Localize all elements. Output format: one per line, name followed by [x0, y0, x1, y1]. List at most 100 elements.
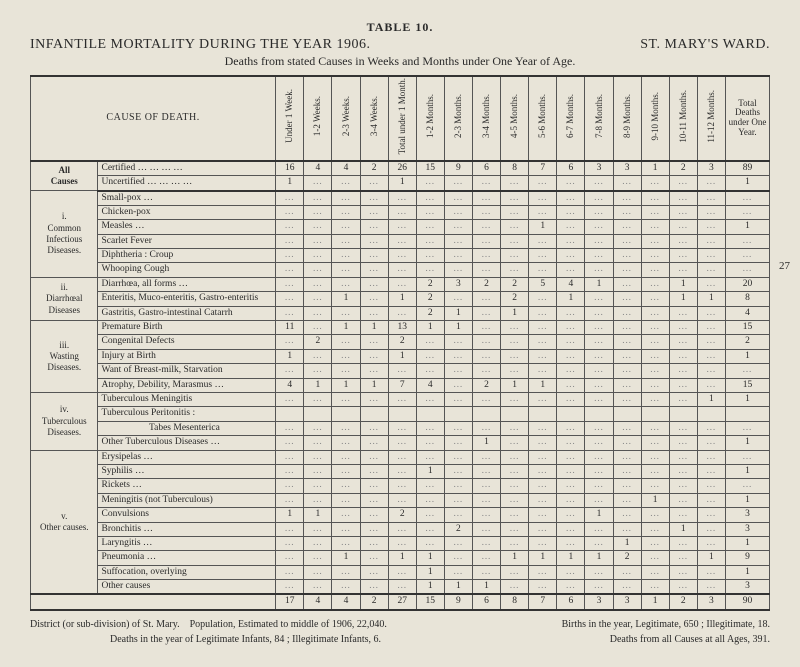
data-cell: … [444, 508, 472, 522]
data-cell: 1 [697, 551, 725, 565]
table-row: Laryngitis …………………………………1………1 [31, 536, 770, 550]
data-cell: 9 [725, 551, 769, 565]
data-cell: 2 [725, 335, 769, 349]
data-cell: 1 [725, 493, 769, 507]
data-cell: … [304, 191, 332, 206]
data-cell: 1 [669, 522, 697, 536]
data-cell: … [613, 436, 641, 450]
data-cell: … [641, 335, 669, 349]
data-cell: … [641, 536, 669, 550]
data-cell: … [501, 580, 529, 595]
data-cell [416, 407, 444, 421]
data-cell: … [501, 565, 529, 579]
data-cell: … [557, 493, 585, 507]
data-cell: … [697, 421, 725, 435]
data-cell: … [332, 479, 360, 493]
data-cell: … [332, 450, 360, 464]
table-row: Suffocation, overlying……………1…………………………1 [31, 565, 770, 579]
data-cell: … [697, 249, 725, 263]
data-cell: … [416, 536, 444, 550]
data-cell: … [641, 450, 669, 464]
data-cell: … [557, 536, 585, 550]
data-cell: … [332, 220, 360, 234]
data-cell: … [304, 522, 332, 536]
data-cell: … [585, 234, 613, 248]
data-cell: … [557, 234, 585, 248]
data-cell: 1 [613, 536, 641, 550]
data-cell: 1 [388, 176, 416, 191]
data-cell: … [501, 220, 529, 234]
data-cell: … [388, 220, 416, 234]
data-cell: 2 [472, 378, 500, 392]
data-cell: … [332, 493, 360, 507]
data-cell: … [332, 536, 360, 550]
data-cell: … [669, 536, 697, 550]
data-cell: … [641, 479, 669, 493]
data-cell: … [276, 220, 304, 234]
data-cell: … [388, 191, 416, 206]
data-cell: 1 [641, 493, 669, 507]
data-cell: … [585, 450, 613, 464]
data-cell: … [669, 349, 697, 363]
data-cell: … [529, 234, 557, 248]
table-row: Rickets ……………………………………………… [31, 479, 770, 493]
table-row: Convulsions11……2………………1…………3 [31, 508, 770, 522]
data-cell: … [276, 580, 304, 595]
cause-label: Other causes [98, 580, 276, 595]
data-cell: 6 [557, 594, 585, 609]
data-cell: 6 [557, 161, 585, 176]
data-cell: … [641, 551, 669, 565]
data-cell: … [613, 565, 641, 579]
data-cell: … [501, 393, 529, 407]
data-cell: 1 [501, 551, 529, 565]
data-cell: 9 [444, 161, 472, 176]
data-cell: 1 [725, 349, 769, 363]
data-cell: … [669, 450, 697, 464]
data-cell: … [585, 321, 613, 335]
data-cell: … [276, 479, 304, 493]
data-cell: … [501, 464, 529, 478]
data-cell: … [360, 436, 388, 450]
data-cell: 1 [529, 551, 557, 565]
data-cell: … [557, 421, 585, 435]
data-cell: 1 [276, 349, 304, 363]
data-cell: … [416, 479, 444, 493]
data-cell: … [585, 176, 613, 191]
data-cell: … [360, 536, 388, 550]
data-cell: … [276, 277, 304, 291]
data-cell: … [444, 450, 472, 464]
table-row: Atrophy, Debility, Marasmus …411174…211…… [31, 378, 770, 392]
data-cell: … [613, 176, 641, 191]
data-cell: … [501, 508, 529, 522]
data-cell: … [501, 450, 529, 464]
data-cell: … [444, 292, 472, 306]
data-cell: 1 [557, 292, 585, 306]
data-cell: 20 [725, 277, 769, 291]
data-cell: … [276, 536, 304, 550]
totals-row: 174422715968763312390 [31, 594, 770, 609]
data-cell: … [697, 464, 725, 478]
data-cell: 15 [725, 378, 769, 392]
data-cell: … [304, 479, 332, 493]
data-cell: … [388, 479, 416, 493]
data-cell: … [529, 464, 557, 478]
data-cell: 4 [725, 306, 769, 320]
data-cell: … [613, 306, 641, 320]
data-cell: … [585, 220, 613, 234]
data-cell: … [697, 191, 725, 206]
data-cell: 1 [529, 220, 557, 234]
data-cell: … [416, 421, 444, 435]
data-cell: … [557, 393, 585, 407]
data-cell: … [360, 421, 388, 435]
data-cell: … [444, 349, 472, 363]
data-cell: 27 [388, 594, 416, 609]
data-cell: … [697, 508, 725, 522]
cause-label: Scarlet Fever [98, 234, 276, 248]
data-cell: … [585, 464, 613, 478]
data-cell: … [697, 436, 725, 450]
data-cell: … [585, 436, 613, 450]
data-cell: 1 [697, 292, 725, 306]
cause-label: Small-pox … [98, 191, 276, 206]
data-cell [332, 407, 360, 421]
data-cell: … [669, 321, 697, 335]
